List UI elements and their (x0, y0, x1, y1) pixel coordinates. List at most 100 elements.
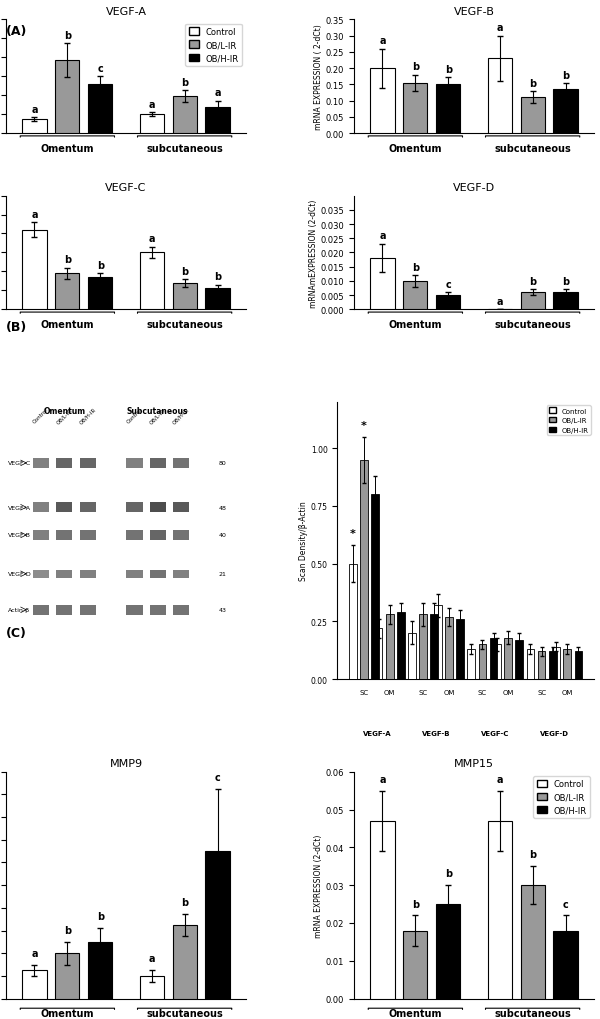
Bar (527, 649, 534, 680)
Text: a: a (149, 234, 155, 245)
Text: b: b (445, 868, 452, 878)
Bar (205, 289, 230, 310)
Text: VEGF-B: VEGF-B (8, 533, 31, 538)
Text: c: c (563, 899, 568, 909)
Bar (56, 531, 73, 540)
Bar (126, 459, 143, 469)
Text: 48: 48 (218, 505, 226, 511)
Bar (126, 531, 143, 540)
Bar (140, 253, 164, 310)
Y-axis label: mRNAmEXPRESSION (2-dCt): mRNAmEXPRESSION (2-dCt) (309, 199, 318, 308)
Bar (488, 821, 512, 999)
Bar (149, 570, 166, 579)
Bar (173, 570, 189, 579)
Bar (430, 614, 438, 680)
Text: Omentum: Omentum (43, 407, 85, 416)
Text: 80: 80 (218, 461, 226, 466)
Title: VEGF-B: VEGF-B (454, 7, 494, 17)
Text: Control: Control (32, 408, 50, 425)
Bar (479, 645, 486, 680)
Bar (56, 605, 73, 615)
Text: b: b (529, 850, 536, 860)
Text: VEGF-D: VEGF-D (8, 572, 32, 577)
Bar (149, 605, 166, 615)
Text: b: b (412, 62, 419, 72)
Bar (538, 652, 545, 680)
Text: Subcutaneous: Subcutaneous (127, 407, 188, 416)
Bar (140, 976, 164, 999)
Text: *: * (350, 529, 356, 539)
Text: c: c (445, 279, 451, 289)
Bar (436, 296, 460, 310)
Bar (149, 503, 166, 513)
Text: VEGF-C: VEGF-C (481, 731, 509, 737)
Text: VEGF-A: VEGF-A (8, 505, 31, 511)
Bar (521, 98, 545, 133)
Bar (149, 459, 166, 469)
Text: a: a (497, 774, 503, 784)
Legend: Control, OB/L-IR, OB/H-IR: Control, OB/L-IR, OB/H-IR (185, 24, 242, 66)
Bar (549, 652, 557, 680)
Text: 43: 43 (218, 607, 226, 612)
Bar (33, 531, 49, 540)
Title: VEGF-A: VEGF-A (106, 7, 146, 17)
Text: b: b (64, 925, 71, 935)
Bar (126, 570, 143, 579)
Bar (370, 821, 395, 999)
Bar (79, 459, 96, 469)
Text: a: a (379, 774, 386, 784)
Bar (205, 108, 230, 133)
Bar (173, 97, 197, 133)
Bar (173, 283, 197, 310)
Bar (56, 570, 73, 579)
Bar (371, 495, 379, 680)
Text: a: a (379, 37, 386, 46)
Text: a: a (379, 231, 386, 242)
Bar (88, 85, 112, 133)
Bar (205, 851, 230, 999)
Legend: Control, OB/L-IR, OB/H-IR: Control, OB/L-IR, OB/H-IR (547, 406, 590, 435)
Bar (349, 565, 357, 680)
Bar (55, 954, 79, 999)
Text: b: b (64, 255, 71, 265)
Legend: Control, OB/L-IR, OB/H-IR: Control, OB/L-IR, OB/H-IR (533, 776, 590, 818)
Title: VEGF-D: VEGF-D (453, 182, 495, 193)
Bar (173, 925, 197, 999)
Bar (55, 61, 79, 133)
Text: b: b (412, 263, 419, 272)
Text: c: c (97, 64, 103, 73)
Text: c: c (215, 772, 220, 783)
Bar (33, 570, 49, 579)
Text: b: b (562, 277, 569, 286)
Text: a: a (497, 23, 503, 34)
Text: (A): (A) (6, 25, 28, 39)
Text: (C): (C) (6, 627, 27, 640)
Text: a: a (214, 89, 221, 99)
Bar (403, 281, 427, 310)
Bar (553, 930, 578, 999)
Bar (434, 605, 442, 680)
Bar (403, 84, 427, 133)
Text: a: a (31, 210, 38, 219)
Text: b: b (412, 899, 419, 909)
Text: OB/H-IR: OB/H-IR (172, 407, 190, 425)
Text: (B): (B) (6, 321, 27, 334)
Bar (360, 461, 368, 680)
Text: b: b (562, 70, 569, 81)
Bar (33, 605, 49, 615)
Title: MMP9: MMP9 (109, 758, 143, 768)
Bar (419, 614, 427, 680)
Text: b: b (445, 65, 452, 74)
Text: VEGF-C: VEGF-C (8, 461, 32, 466)
Bar (575, 652, 583, 680)
Bar (88, 278, 112, 310)
Bar (386, 614, 394, 680)
Bar (488, 59, 512, 133)
Bar (79, 531, 96, 540)
Bar (403, 930, 427, 999)
Bar (126, 503, 143, 513)
Text: 21: 21 (218, 572, 226, 577)
Y-axis label: mRNA EXPRESSION ( 2-dCt): mRNA EXPRESSION ( 2-dCt) (314, 24, 323, 130)
Text: *: * (361, 420, 367, 430)
Text: 40: 40 (218, 533, 226, 538)
